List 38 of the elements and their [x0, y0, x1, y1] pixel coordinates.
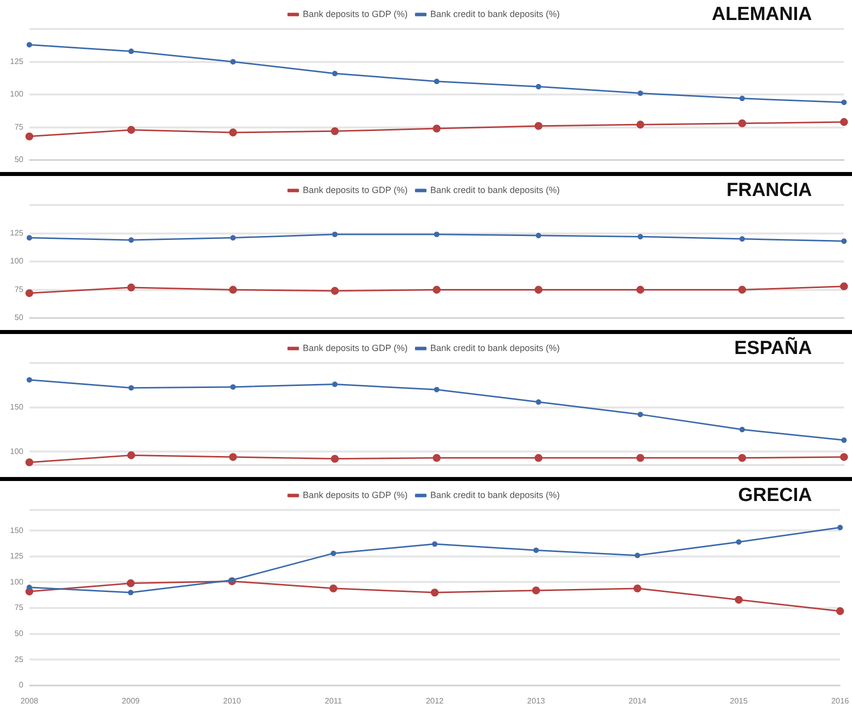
y-tick-label: 75: [14, 603, 24, 612]
y-tick-label: 150: [10, 402, 24, 412]
legend-label: Bank deposits to GDP (%): [302, 184, 408, 195]
y-tick-label: 50: [14, 313, 24, 322]
legend-label: Bank deposits to GDP (%): [302, 8, 408, 19]
y-tick-label: 75: [14, 122, 24, 132]
y-tick-label: 100: [10, 256, 24, 266]
y-tick-label: 75: [14, 284, 24, 294]
y-tick-label: 125: [10, 228, 24, 238]
x-tick-label: 2011: [324, 696, 343, 706]
legend-label: Bank deposits to GDP (%): [302, 342, 408, 353]
y-tick-label: 50: [14, 155, 24, 164]
y-tick-label: 125: [10, 56, 24, 66]
y-tick-label: 25: [14, 654, 24, 664]
legend-label: Bank credit to bank deposits (%): [430, 184, 560, 195]
x-tick-label: 2016: [831, 696, 850, 706]
legend-label: Bank credit to bank deposits (%): [430, 8, 560, 19]
y-tick-label: 100: [10, 577, 24, 586]
x-tick-label: 2014: [628, 696, 647, 706]
x-tick-label: 2008: [20, 696, 39, 706]
chart-title: ESPAÑA: [734, 338, 812, 360]
legend-label: Bank deposits to GDP (%): [302, 490, 408, 500]
y-tick-label: 150: [10, 526, 24, 535]
chart-title: FRANCIA: [726, 180, 812, 202]
x-tick-label: 2009: [122, 696, 140, 706]
y-tick-label: 0: [18, 680, 24, 690]
legend-label: Bank credit to bank deposits (%): [430, 342, 560, 353]
y-tick-label: 125: [10, 552, 24, 561]
y-tick-label: 50: [14, 629, 24, 638]
y-tick-label: 100: [10, 90, 24, 99]
x-tick-label: 2013: [527, 696, 546, 706]
x-tick-label: 2015: [730, 696, 748, 706]
x-tick-label: 2010: [223, 696, 242, 706]
y-tick-label: 100: [10, 446, 24, 456]
chart-title: GRECIA: [738, 485, 812, 507]
legend-label: Bank credit to bank deposits (%): [430, 490, 560, 500]
chart-title: ALEMANIA: [712, 4, 812, 26]
x-tick-label: 2012: [426, 696, 444, 706]
